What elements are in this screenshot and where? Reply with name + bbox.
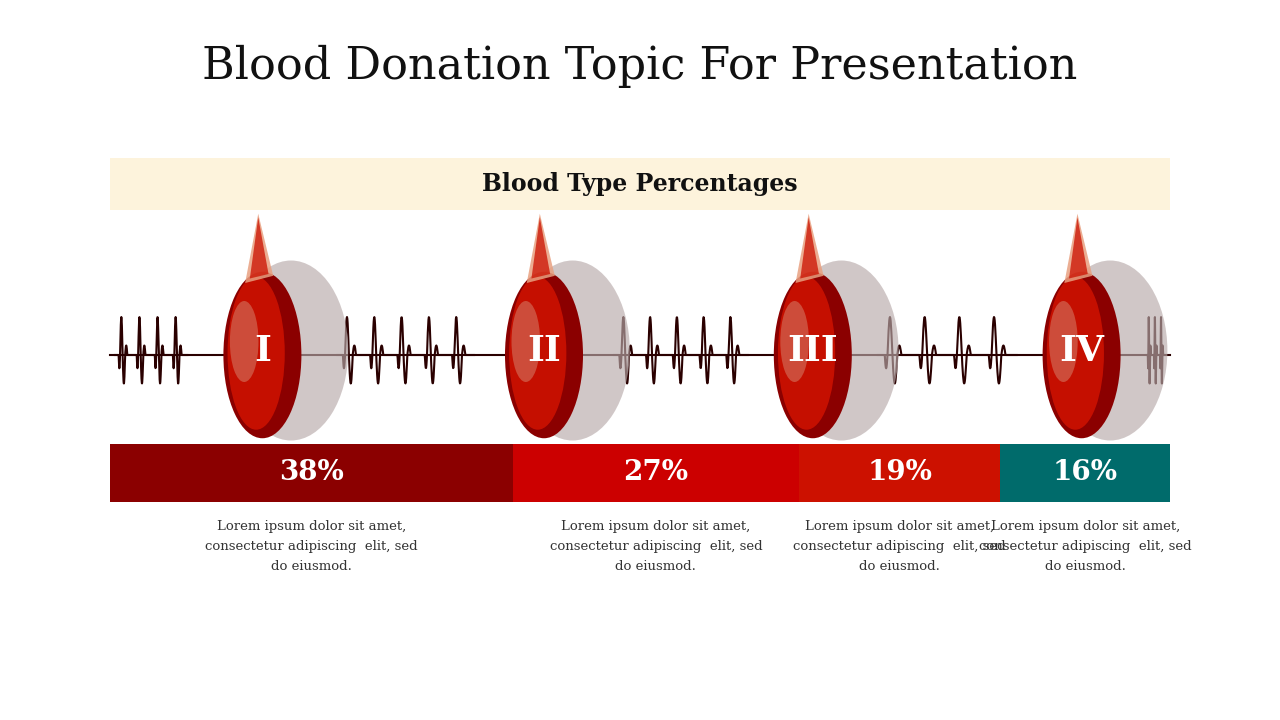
Text: III: III [787,333,838,367]
Ellipse shape [224,271,301,438]
Bar [799,444,1001,502]
Ellipse shape [230,301,259,382]
Text: Blood Donation Topic For Presentation: Blood Donation Topic For Presentation [202,45,1078,88]
Bar [110,444,513,502]
Polygon shape [796,214,823,283]
Ellipse shape [1043,271,1120,438]
Polygon shape [800,217,819,279]
Polygon shape [1065,214,1092,283]
Ellipse shape [506,271,582,438]
Text: Lorem ipsum dolor sit amet,
consectetur adipiscing  elit, sed
do eiusmod.: Lorem ipsum dolor sit amet, consectetur … [794,520,1006,573]
Ellipse shape [234,261,348,441]
Text: Lorem ipsum dolor sit amet,
consectetur adipiscing  elit, sed
do eiusmod.: Lorem ipsum dolor sit amet, consectetur … [549,520,762,573]
Polygon shape [246,214,273,283]
Ellipse shape [228,276,284,430]
Ellipse shape [1050,301,1078,382]
Text: Blood Type Percentages: Blood Type Percentages [483,172,797,196]
Text: 19%: 19% [868,459,932,487]
Ellipse shape [512,301,540,382]
Text: I: I [253,333,271,367]
Ellipse shape [509,276,566,430]
Bar [1001,444,1170,502]
Ellipse shape [516,261,630,441]
Text: IV: IV [1059,333,1105,367]
Polygon shape [250,217,269,279]
Ellipse shape [785,261,899,441]
Ellipse shape [1047,276,1103,430]
Text: Lorem ipsum dolor sit amet,
consectetur adipiscing  elit, sed
do eiusmod.: Lorem ipsum dolor sit amet, consectetur … [979,520,1192,573]
Bar [513,444,799,502]
Text: 38%: 38% [279,459,344,487]
Ellipse shape [778,276,835,430]
Text: II: II [527,333,561,367]
Text: Lorem ipsum dolor sit amet,
consectetur adipiscing  elit, sed
do eiusmod.: Lorem ipsum dolor sit amet, consectetur … [205,520,417,573]
FancyBboxPatch shape [110,158,1170,210]
Polygon shape [531,217,550,279]
Text: 27%: 27% [623,459,689,487]
Ellipse shape [1053,261,1167,441]
Ellipse shape [774,271,851,438]
Text: 16%: 16% [1052,459,1117,487]
Polygon shape [1069,217,1088,279]
Polygon shape [527,214,554,283]
Ellipse shape [781,301,809,382]
